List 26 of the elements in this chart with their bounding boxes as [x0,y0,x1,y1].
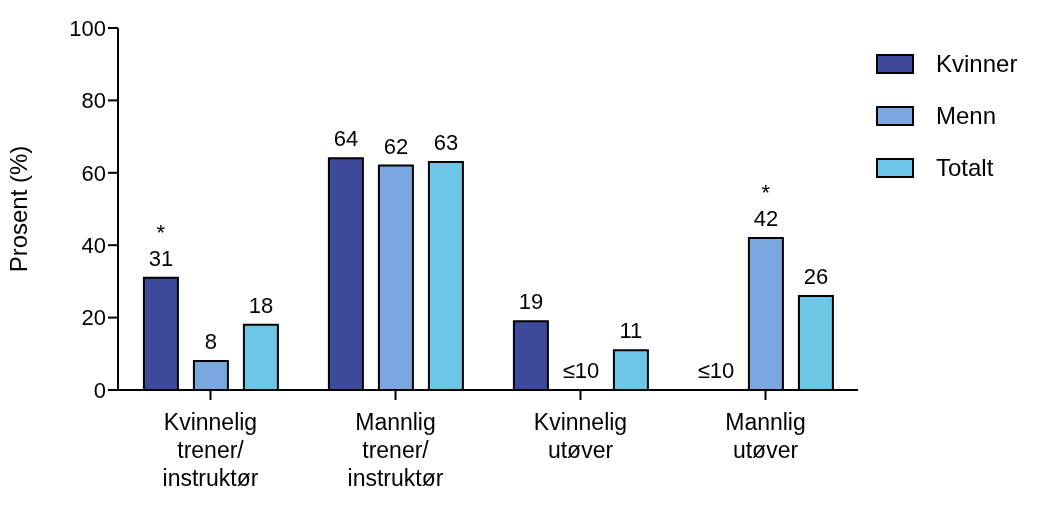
x-tick-label: Mannlig trener/ instruktør [347,409,444,491]
data-label: * 42 [753,179,779,231]
y-tick-label: 0 [93,377,106,403]
y-tick-label: 100 [69,15,106,41]
y-tick-label: 40 [81,233,106,259]
data-label: 62 [383,133,409,159]
y-tick-label: 20 [81,305,106,331]
data-label: 19 [518,289,544,315]
data-label: 11 [619,318,643,344]
text: ≤10 [562,358,600,383]
data-label: 63 [433,129,459,155]
data-label: 8 [204,329,218,355]
y-tick-label: 80 [81,88,106,114]
data-label: 64 [333,126,359,152]
y-tick-label: 60 [81,160,106,186]
data-label: 26 [803,263,829,289]
text: ≤10 [697,358,735,383]
y-axis-title: Prosent (%) [4,145,32,273]
data-label: 18 [248,292,274,318]
x-tick-label: Kvinnelig utøver [533,409,628,463]
legend-label: Totalt [936,154,994,182]
x-tick-label: Kvinnelig trener/ instruktør [162,409,259,491]
data-label: * 31 [148,219,174,271]
legend-label: Menn [936,102,997,130]
x-tick-label: Mannlig utøver [725,409,806,463]
legend-label: Kvinner [936,50,1018,78]
